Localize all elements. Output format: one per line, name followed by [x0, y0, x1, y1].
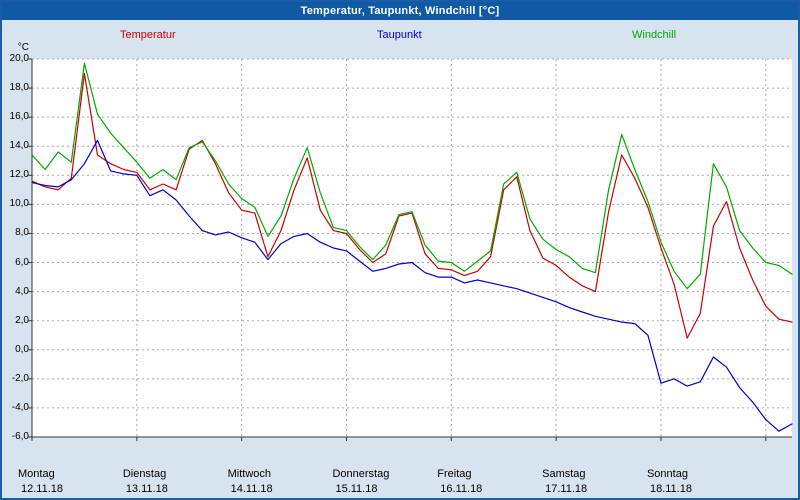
plot-area [32, 59, 792, 437]
window-title: Temperatur, Taupunkt, Windchill [°C] [2, 2, 798, 20]
x-day-label: Donnerstag 15.11.18 [332, 468, 390, 495]
y-tick-label: -6,0 [11, 431, 29, 442]
y-tick-label: 18,0 [9, 82, 29, 94]
legend-windchill: Windchill [632, 29, 677, 41]
y-tick-label: -2,0 [11, 372, 29, 384]
y-tick-label: 6,0 [15, 256, 29, 268]
y-tick-label: 16,0 [9, 111, 29, 123]
x-day-label: Mittwoch 14.11.18 [227, 468, 273, 495]
x-day-label: Freitag 16.11.18 [437, 468, 483, 495]
y-tick-label: 8,0 [15, 227, 29, 239]
chart-legend: Temperatur Taupunkt Windchill [2, 29, 798, 43]
x-day-label: Samstag 17.11.18 [542, 468, 588, 495]
y-tick-label: 20,0 [9, 53, 29, 64]
y-tick-label: -4,0 [11, 401, 29, 413]
x-day-label: Montag 12.11.18 [18, 468, 64, 495]
y-tick-label: 2,0 [15, 314, 29, 326]
x-day-label: Dienstag 13.11.18 [122, 468, 168, 495]
legend-taupunkt: Taupunkt [377, 29, 422, 41]
y-tick-label: 0,0 [15, 343, 29, 355]
y-tick-label: 14,0 [9, 140, 29, 152]
y-axis-unit-label: °C [17, 42, 29, 53]
y-tick-label: 12,0 [9, 169, 29, 181]
y-tick-label: 10,0 [9, 198, 29, 210]
y-tick-label: 4,0 [15, 285, 29, 297]
legend-temperatur: Temperatur [120, 29, 176, 41]
x-day-label: Sonntag 18.11.18 [646, 468, 692, 495]
